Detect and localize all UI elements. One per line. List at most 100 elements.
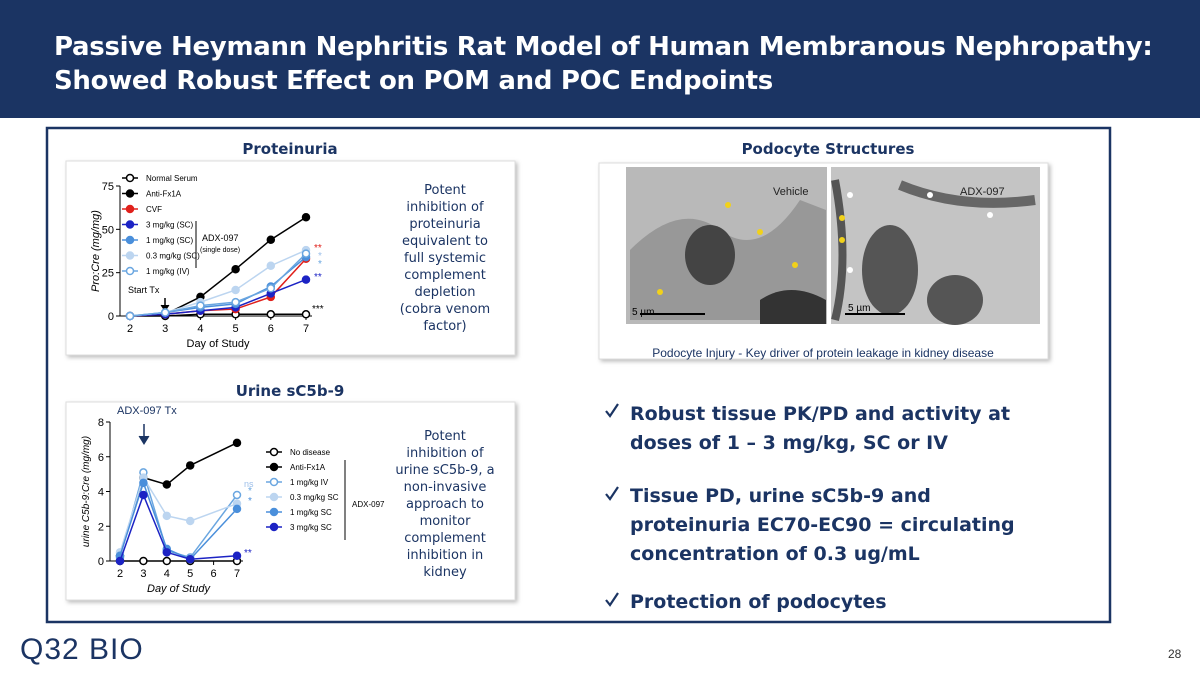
check-icons bbox=[605, 403, 619, 607]
legend-marker bbox=[269, 507, 279, 517]
x-tick-label: 6 bbox=[268, 323, 274, 335]
annotation: *** bbox=[312, 304, 324, 315]
point bbox=[185, 516, 195, 526]
annotation: ** bbox=[314, 272, 322, 283]
y-axis-label: urine C5b-9:Cre (mg/mg) bbox=[81, 436, 92, 547]
annotation: ** bbox=[314, 243, 322, 254]
legend-label: Normal Serum bbox=[146, 174, 198, 183]
series-line bbox=[129, 253, 307, 317]
annotation: * bbox=[248, 496, 252, 507]
point bbox=[139, 478, 148, 488]
x-tick-label: 3 bbox=[140, 568, 146, 580]
legend-label: 1 mg/kg SC bbox=[290, 508, 332, 517]
point bbox=[162, 556, 172, 566]
x-axis-label: Day of Study bbox=[187, 338, 250, 350]
x-tick-label: 2 bbox=[127, 323, 133, 335]
section-heading: Proteinuria bbox=[242, 140, 338, 158]
point bbox=[301, 212, 311, 222]
note: Potent inhibition of urine sC5b-9, a non… bbox=[395, 429, 495, 580]
slide-title: Passive Heymann Nephritis Rat Model of H… bbox=[54, 32, 1153, 62]
slide-title: Showed Robust Effect on POM and POC Endp… bbox=[54, 66, 773, 96]
x-tick-label: 3 bbox=[162, 323, 168, 335]
annotation: * bbox=[248, 486, 252, 497]
content-frame bbox=[45, 126, 1112, 624]
header-bar bbox=[0, 0, 1200, 118]
point bbox=[162, 511, 172, 521]
y-axis-label: Pro:Cre (mg/mg) bbox=[90, 210, 102, 292]
note: Potent inhibition of proteinuria equival… bbox=[399, 183, 491, 334]
legend-marker bbox=[125, 189, 135, 198]
point bbox=[232, 438, 242, 448]
legend-label: 1 mg/kg (SC) bbox=[146, 236, 193, 245]
x-tick-label: 5 bbox=[187, 568, 193, 580]
y-tick-label: 2 bbox=[98, 521, 104, 533]
section-heading: Podocyte Structures bbox=[741, 140, 915, 158]
annotation: ADX-097 Tx bbox=[117, 405, 177, 417]
annotation: Start Tx bbox=[128, 285, 160, 295]
legend-marker bbox=[269, 477, 279, 487]
point bbox=[185, 461, 195, 470]
point bbox=[185, 555, 195, 564]
point bbox=[232, 551, 242, 561]
point bbox=[125, 311, 135, 321]
y-tick-label: 4 bbox=[98, 487, 104, 499]
annotation: (single dose) bbox=[200, 247, 240, 254]
legend-label: 0.3 mg/kg (SC) bbox=[146, 252, 200, 261]
point bbox=[162, 480, 172, 489]
point bbox=[232, 490, 242, 500]
legend-marker bbox=[125, 235, 135, 245]
x-tick-label: 5 bbox=[233, 323, 239, 335]
point bbox=[162, 548, 172, 557]
point bbox=[196, 301, 205, 310]
series-line bbox=[129, 278, 307, 317]
y-tick-label: 6 bbox=[98, 452, 104, 464]
x-tick-label: 4 bbox=[164, 568, 170, 580]
point bbox=[139, 556, 148, 566]
legend-marker bbox=[125, 220, 135, 229]
point bbox=[160, 308, 170, 317]
section-heading: Urine sC5b-9 bbox=[235, 382, 345, 400]
legend-label: Anti-Fx1A bbox=[146, 190, 182, 199]
legend-label: 3 mg/kg (SC) bbox=[146, 221, 193, 230]
logo: Q32 BIO bbox=[20, 633, 144, 666]
legend-label: CVF bbox=[146, 205, 162, 214]
x-tick-label: 7 bbox=[234, 568, 240, 580]
image-label: Vehicle bbox=[773, 186, 808, 198]
legend-label: 0.3 mg/kg SC bbox=[290, 493, 339, 502]
y-tick-label: 50 bbox=[102, 224, 114, 236]
point bbox=[231, 264, 240, 274]
annotation: ns bbox=[244, 479, 254, 489]
scale-label: 5 µm bbox=[632, 307, 654, 318]
point bbox=[266, 284, 276, 293]
x-tick-label: 4 bbox=[197, 323, 203, 335]
annotation: * bbox=[318, 259, 322, 270]
annotation: ADX-097 bbox=[202, 233, 239, 243]
y-tick-label: 25 bbox=[102, 268, 114, 280]
image-label: ADX-097 bbox=[960, 186, 1005, 198]
series-line bbox=[130, 313, 306, 317]
legend-marker bbox=[125, 173, 135, 183]
x-tick-label: 7 bbox=[303, 323, 309, 335]
point bbox=[231, 285, 240, 295]
annotation: ** bbox=[244, 548, 252, 559]
legend-label: 1 mg/kg (IV) bbox=[146, 267, 190, 276]
point bbox=[232, 504, 242, 514]
x-axis-label: Day of Study bbox=[147, 583, 211, 595]
point bbox=[301, 275, 311, 284]
legend-marker bbox=[125, 204, 135, 214]
chart-panel bbox=[65, 160, 516, 356]
legend-label: 3 mg/kg SC bbox=[290, 523, 332, 532]
y-tick-label: 75 bbox=[102, 181, 114, 193]
point bbox=[266, 310, 276, 319]
point bbox=[115, 556, 125, 566]
scale-label: 5 µm bbox=[848, 303, 870, 314]
legend-marker bbox=[269, 462, 279, 472]
point bbox=[139, 490, 148, 500]
bullet: Tissue PD, urine sC5b-9 and proteinuria … bbox=[630, 485, 1015, 565]
legend-marker bbox=[125, 251, 135, 260]
y-tick-label: 8 bbox=[98, 417, 104, 429]
point bbox=[231, 297, 240, 307]
bullet: Robust tissue PK/PD and activity at dose… bbox=[630, 403, 1011, 454]
